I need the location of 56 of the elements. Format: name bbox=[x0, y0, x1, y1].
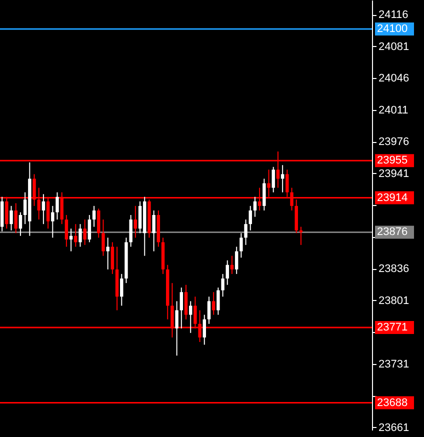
candlestick bbox=[92, 205, 96, 228]
candlestick bbox=[230, 255, 234, 274]
candlestick bbox=[10, 205, 13, 231]
candlestick bbox=[83, 219, 86, 246]
candlestick bbox=[152, 210, 156, 252]
candlestick bbox=[51, 205, 54, 238]
candlestick bbox=[248, 205, 252, 231]
y-tick-label: 23801 bbox=[378, 294, 410, 307]
candlestick bbox=[88, 214, 92, 243]
candlestick bbox=[138, 200, 142, 234]
candlestick bbox=[102, 219, 105, 256]
y-tick-label: 23661 bbox=[378, 422, 410, 434]
candlestick bbox=[110, 242, 114, 274]
candlestick bbox=[74, 224, 78, 248]
candlestick bbox=[18, 212, 22, 236]
y-tick-label: 23836 bbox=[378, 263, 410, 276]
ref-line-label: 23688 bbox=[377, 396, 408, 409]
candlestick bbox=[64, 214, 68, 248]
ref-line-label: 23876 bbox=[377, 226, 408, 238]
candlestick bbox=[188, 300, 192, 334]
candlestick bbox=[240, 232, 243, 258]
candlestick bbox=[56, 192, 59, 220]
y-tick-label: 24011 bbox=[378, 104, 408, 116]
candlestick bbox=[175, 300, 178, 356]
y-tick-label: 23976 bbox=[378, 136, 410, 148]
ref-line-label: 23955 bbox=[377, 154, 408, 167]
candlestick bbox=[202, 314, 206, 346]
candlestick bbox=[129, 214, 132, 248]
candlestick bbox=[180, 287, 184, 329]
candlestick bbox=[212, 292, 216, 316]
candlestick bbox=[78, 224, 82, 248]
candlestick bbox=[253, 196, 257, 218]
candlestick bbox=[207, 296, 211, 324]
candlestick bbox=[106, 237, 110, 270]
candlestick bbox=[134, 205, 138, 238]
candlestick bbox=[120, 273, 124, 306]
candlestick bbox=[42, 194, 46, 225]
y-tick-label: 23731 bbox=[378, 358, 410, 370]
candlestick bbox=[184, 284, 188, 320]
candlestick bbox=[97, 208, 100, 238]
y-tick-label: 23941 bbox=[378, 168, 410, 180]
y-tick-label: 24046 bbox=[378, 72, 410, 85]
ref-line-label: 23771 bbox=[377, 321, 408, 334]
y-tick-label: 24116 bbox=[378, 9, 408, 22]
candlestick bbox=[221, 273, 224, 298]
candlestick bbox=[244, 219, 248, 246]
candlestick bbox=[234, 246, 238, 274]
candlestick bbox=[272, 166, 275, 193]
ref-line-label: 24100 bbox=[377, 23, 408, 36]
candlestick bbox=[280, 164, 284, 193]
candlestick bbox=[226, 260, 229, 286]
y-tick-label: 24081 bbox=[378, 40, 410, 53]
ref-line-label: 23914 bbox=[377, 192, 408, 204]
candlestick bbox=[262, 178, 266, 211]
candlestick bbox=[216, 287, 220, 316]
candlestick bbox=[14, 202, 18, 234]
